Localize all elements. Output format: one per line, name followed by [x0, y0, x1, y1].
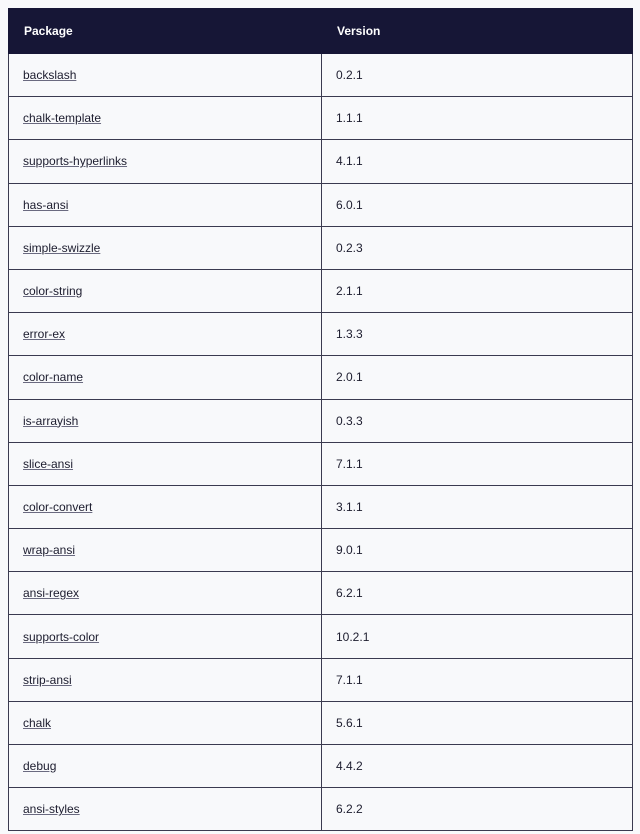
- package-cell: supports-hyperlinks: [8, 139, 322, 184]
- table-row: color-name 2.0.1: [8, 355, 633, 400]
- table-row: has-ansi 6.0.1: [8, 182, 633, 227]
- package-cell: ansi-styles: [8, 787, 322, 832]
- package-link[interactable]: debug: [23, 759, 57, 774]
- package-link[interactable]: color-convert: [23, 499, 93, 514]
- package-cell: is-arrayish: [8, 398, 322, 443]
- package-link[interactable]: error-ex: [23, 327, 66, 342]
- package-cell: chalk: [8, 700, 322, 746]
- table-row: color-string 2.1.1: [8, 268, 633, 314]
- package-link[interactable]: ansi-regex: [23, 586, 80, 601]
- package-link[interactable]: supports-color: [23, 629, 100, 644]
- package-cell: color-name: [8, 355, 322, 400]
- table-row: color-convert 3.1.1: [8, 484, 633, 530]
- table-row: slice-ansi 7.1.1: [8, 441, 633, 486]
- package-link[interactable]: has-ansi: [23, 197, 69, 212]
- table-row: is-arrayish 0.3.3: [8, 398, 633, 443]
- version-cell: 0.2.1: [321, 52, 633, 98]
- table-row: ansi-styles 6.2.2: [8, 787, 633, 832]
- package-cell: wrap-ansi: [8, 528, 322, 573]
- version-cell: 9.0.1: [321, 528, 633, 573]
- version-cell: 2.0.1: [321, 355, 633, 400]
- package-cell: color-convert: [8, 484, 322, 530]
- table-row: ansi-regex 6.2.1: [8, 571, 633, 616]
- package-cell: ansi-regex: [8, 571, 322, 616]
- table-row: error-ex 1.3.3: [8, 312, 633, 357]
- package-link[interactable]: ansi-styles: [23, 802, 80, 817]
- table-row: debug 4.4.2: [8, 743, 633, 789]
- package-link[interactable]: color-string: [23, 284, 83, 299]
- version-cell: 0.2.3: [321, 225, 633, 270]
- package-cell: simple-swizzle: [8, 225, 322, 270]
- table-row: chalk-template 1.1.1: [8, 96, 633, 141]
- version-cell: 1.1.1: [321, 96, 633, 141]
- version-cell: 7.1.1: [321, 441, 633, 486]
- version-cell: 6.0.1: [321, 182, 633, 227]
- package-link[interactable]: wrap-ansi: [23, 543, 76, 558]
- version-cell: 6.2.1: [321, 571, 633, 616]
- package-link[interactable]: backslash: [23, 68, 77, 83]
- package-cell: slice-ansi: [8, 441, 322, 486]
- version-cell: 3.1.1: [321, 484, 633, 530]
- package-cell: color-string: [8, 268, 322, 314]
- header-version: Version: [321, 8, 633, 54]
- version-cell: 2.1.1: [321, 268, 633, 314]
- package-cell: error-ex: [8, 312, 322, 357]
- package-link[interactable]: slice-ansi: [23, 456, 74, 471]
- table-row: strip-ansi 7.1.1: [8, 657, 633, 702]
- table-header-row: Package Version: [8, 8, 633, 54]
- package-cell: strip-ansi: [8, 657, 322, 702]
- package-link[interactable]: simple-swizzle: [23, 240, 101, 255]
- packages-table: Package Version backslash 0.2.1 chalk-temp…: [8, 8, 633, 832]
- package-link[interactable]: strip-ansi: [23, 672, 72, 687]
- version-cell: 4.4.2: [321, 743, 633, 789]
- package-link[interactable]: color-name: [23, 370, 84, 385]
- package-cell: debug: [8, 743, 322, 789]
- table-row: simple-swizzle 0.2.3: [8, 225, 633, 270]
- package-cell: has-ansi: [8, 182, 322, 227]
- version-cell: 0.3.3: [321, 398, 633, 443]
- package-link[interactable]: supports-hyperlinks: [23, 154, 128, 169]
- package-cell: supports-color: [8, 614, 322, 659]
- version-cell: 4.1.1: [321, 139, 633, 184]
- version-cell: 1.3.3: [321, 312, 633, 357]
- package-link[interactable]: is-arrayish: [23, 413, 79, 428]
- version-cell: 10.2.1: [321, 614, 633, 659]
- table-row: supports-color 10.2.1: [8, 614, 633, 659]
- header-package: Package: [8, 8, 322, 54]
- table-row: wrap-ansi 9.0.1: [8, 528, 633, 573]
- package-link[interactable]: chalk: [23, 715, 52, 730]
- version-cell: 5.6.1: [321, 700, 633, 746]
- table-row: chalk 5.6.1: [8, 700, 633, 746]
- table-row: supports-hyperlinks 4.1.1: [8, 139, 633, 184]
- table-row: backslash 0.2.1: [8, 52, 633, 98]
- package-cell: chalk-template: [8, 96, 322, 141]
- package-cell: backslash: [8, 52, 322, 98]
- version-cell: 7.1.1: [321, 657, 633, 702]
- version-cell: 6.2.2: [321, 787, 633, 832]
- package-link[interactable]: chalk-template: [23, 111, 102, 126]
